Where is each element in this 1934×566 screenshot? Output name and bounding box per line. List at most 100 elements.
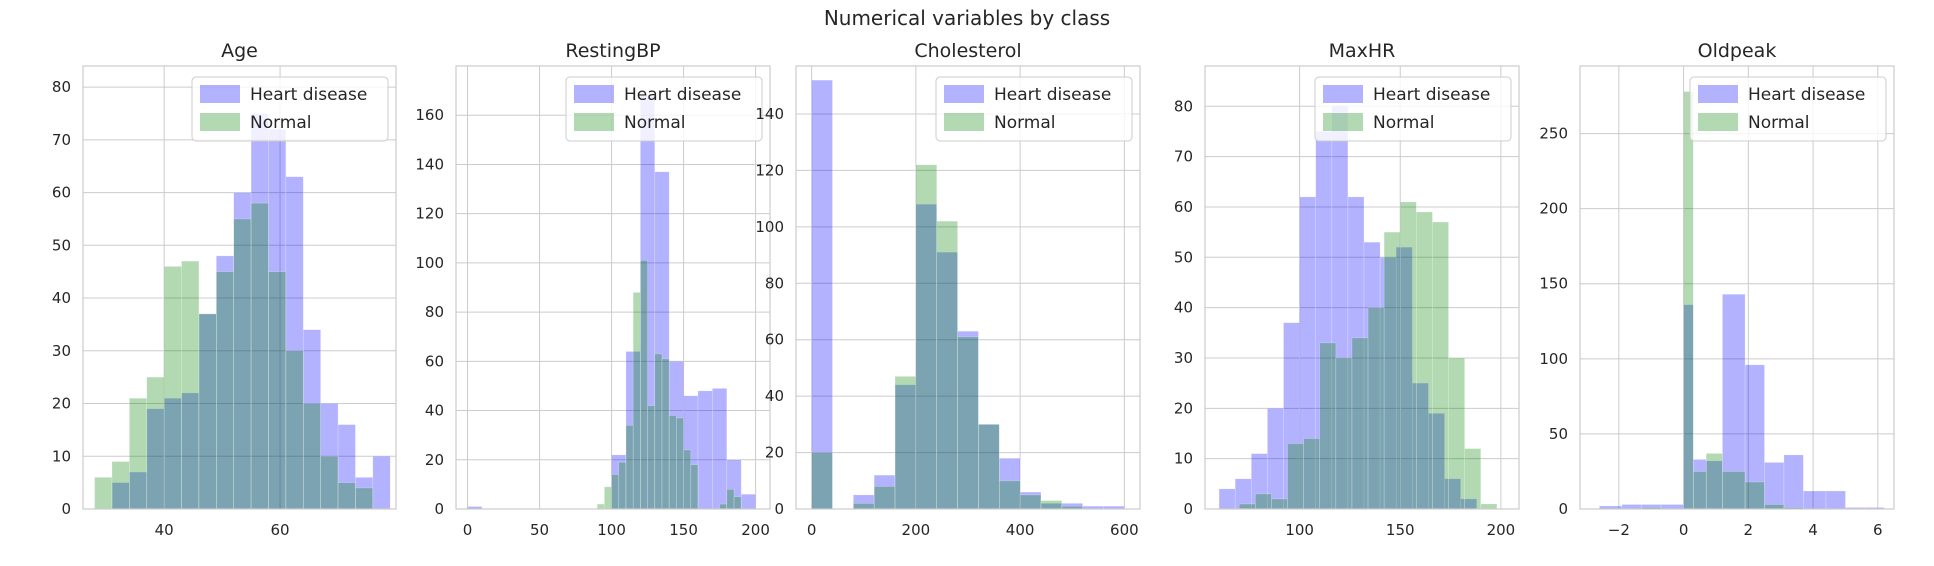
y-tick-label: 160 (415, 106, 444, 124)
histogram-bar (1683, 91, 1694, 510)
y-tick-label: 30 (1174, 349, 1193, 367)
histogram-bar (740, 493, 756, 510)
histogram-bar (129, 397, 148, 510)
y-tick-label: 100 (1539, 350, 1568, 368)
x-tick-label: 40 (155, 521, 174, 539)
y-tick-label: 120 (755, 161, 784, 179)
histogram-bar (198, 313, 217, 510)
histogram-bar (1464, 448, 1482, 510)
histogram-bar (625, 425, 634, 510)
x-tick-label: −2 (1608, 521, 1630, 539)
legend: Heart disease Normal (565, 76, 763, 142)
y-tick-label: 150 (1539, 275, 1568, 293)
y-tick-label: 80 (765, 274, 784, 292)
y-tick-label: 0 (1183, 500, 1193, 518)
y-tick-label: 50 (52, 236, 71, 254)
subplot-title: MaxHR (1329, 40, 1396, 62)
histogram-bar (596, 503, 605, 510)
histogram-bar (1803, 490, 1827, 510)
legend-label: Heart disease (624, 85, 741, 105)
subplot-maxhr: 100 150 200 0 10 20 30 40 50 60 70 80 MaxHR Heart dis… (1174, 40, 1520, 539)
x-tick-label: 600 (1110, 521, 1139, 539)
y-tick-label: 60 (765, 331, 784, 349)
legend-label: Heart disease (250, 85, 367, 105)
histogram-bar (1705, 453, 1723, 510)
y-tick-label: 40 (1174, 299, 1193, 317)
y-tick-label: 50 (1174, 248, 1193, 266)
legend: Heart disease Normal (191, 76, 389, 142)
histogram-bar (733, 496, 742, 510)
subplot-oldpeak: −2 0 2 4 6 0 50 100 150 200 250 Oldpeak Heart diseas… (1539, 40, 1895, 539)
y-tick-label: 40 (425, 402, 444, 420)
histogram-bar (1692, 471, 1707, 510)
histogram-bar (978, 424, 1000, 510)
figure-suptitle: Numerical variables by class (824, 6, 1110, 30)
y-tick-label: 60 (52, 184, 71, 202)
series-normal (1641, 91, 1804, 510)
legend-swatch (944, 113, 984, 131)
histogram-bar (1319, 342, 1337, 510)
series-heart-disease (1599, 293, 1885, 510)
histogram-bar (1271, 498, 1288, 510)
x-tick-label: 200 (902, 521, 931, 539)
legend-swatch (574, 113, 614, 131)
histogram-bar (683, 449, 692, 510)
series-normal (596, 260, 742, 510)
histogram-bar (640, 260, 648, 510)
histogram-bar (1432, 221, 1449, 510)
axes-frame (1204, 65, 1520, 510)
legend-frame (935, 76, 1133, 142)
histogram-bar (1399, 201, 1417, 510)
histogram-bar (668, 415, 677, 510)
histogram-bar (146, 376, 165, 510)
series-heart-disease (811, 79, 1125, 510)
histogram-bar (1255, 493, 1272, 510)
x-tick-label: 0 (807, 521, 817, 539)
y-tick-label: 200 (1539, 200, 1568, 218)
histogram-bar (1764, 504, 1785, 510)
legend: Heart disease Normal (935, 76, 1133, 142)
histogram-bar (1783, 454, 1804, 510)
legend-label: Normal (1373, 113, 1435, 133)
subplot-title: RestingBP (565, 40, 660, 62)
y-tick-label: 80 (52, 78, 71, 96)
histogram-bar (811, 79, 833, 510)
y-tick-label: 60 (425, 352, 444, 370)
y-tick-label: 40 (765, 387, 784, 405)
legend-swatch (1323, 113, 1363, 131)
histogram-bar (719, 503, 728, 510)
subplot-title: Oldpeak (1698, 40, 1777, 62)
y-tick-label: 100 (415, 254, 444, 272)
histogram-bar (337, 482, 356, 510)
histogram-bar (1416, 211, 1433, 510)
y-tick-label: 0 (61, 500, 71, 518)
subplot-title: Cholesterol (914, 40, 1021, 62)
legend-swatch (944, 85, 984, 103)
histogram-bar (853, 503, 875, 510)
y-tick-label: 0 (774, 500, 784, 518)
x-tick-label: 100 (597, 521, 626, 539)
y-tick-label: 0 (1558, 500, 1568, 518)
histogram-bar (697, 390, 713, 510)
histogram-bar (998, 480, 1021, 510)
legend-swatch (1698, 85, 1738, 103)
y-tick-label: 80 (425, 303, 444, 321)
legend-swatch (200, 85, 240, 103)
legend-label: Heart disease (1373, 85, 1490, 105)
histogram-bar (915, 164, 938, 510)
axes-frame (82, 65, 397, 510)
legend-label: Normal (250, 113, 312, 133)
histogram-bar (690, 464, 699, 510)
y-tick-label: 100 (755, 218, 784, 236)
legend: Heart disease Normal (1689, 76, 1887, 142)
legend-label: Heart disease (1748, 85, 1865, 105)
histogram-bar (604, 486, 612, 510)
histogram-bar (661, 358, 670, 510)
histogram-bar (873, 486, 896, 510)
histogram-bar (1480, 503, 1498, 510)
x-tick-label: 200 (741, 521, 770, 539)
y-tick-label: 250 (1539, 125, 1568, 143)
x-tick-label: 4 (1808, 521, 1818, 539)
histogram-bar (111, 461, 130, 510)
histogram-bar (285, 350, 304, 510)
